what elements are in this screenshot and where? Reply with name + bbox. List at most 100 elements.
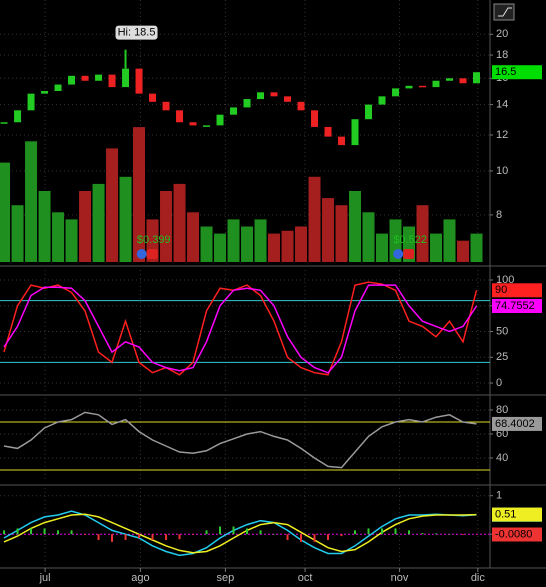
volume-bar <box>416 205 429 262</box>
candle <box>297 101 305 111</box>
histogram-bar <box>394 528 397 535</box>
y-tick-label: 1 <box>496 490 502 502</box>
candle <box>135 68 143 94</box>
candle <box>378 96 386 105</box>
value-tag-label: 74.7552 <box>495 300 535 312</box>
histogram-bar <box>57 530 60 535</box>
candle <box>446 78 454 81</box>
histogram-bar <box>16 528 19 535</box>
volume-bar <box>349 191 362 262</box>
value-tag-label: -0.0080 <box>495 528 532 540</box>
candle <box>162 101 170 111</box>
candle <box>459 78 467 84</box>
histogram-bar <box>340 534 343 537</box>
annotation-box <box>115 25 158 40</box>
histogram-bar <box>448 534 451 535</box>
volume-bar <box>0 162 11 262</box>
candle <box>324 126 332 137</box>
volume-bar <box>173 183 186 262</box>
volume-bar <box>322 198 335 262</box>
histogram-bar <box>43 528 46 535</box>
y-tick-label: 10 <box>496 165 508 177</box>
candle <box>176 110 184 123</box>
candle <box>0 122 8 124</box>
histogram-bar <box>286 534 289 540</box>
candle <box>95 74 103 81</box>
value-tag <box>492 65 542 80</box>
volume-bar <box>119 176 132 262</box>
volume-bar <box>457 240 470 262</box>
volume-bar <box>160 191 173 262</box>
value-tag-label: 0.51 <box>495 508 516 520</box>
volume-bar <box>227 219 240 262</box>
volume-bar <box>187 212 200 262</box>
histogram-bar <box>3 530 6 535</box>
volume-bar <box>79 191 92 262</box>
value-tag-label: 16.5 <box>495 66 516 78</box>
candle <box>149 93 157 102</box>
candle <box>108 74 116 88</box>
candle <box>230 107 238 115</box>
candle <box>189 122 197 126</box>
volume-bar <box>281 230 294 262</box>
candle <box>392 88 400 97</box>
value-tag <box>492 416 542 431</box>
volume-bar <box>376 233 389 262</box>
x-tick-label: oct <box>298 572 313 584</box>
series-line <box>3 284 478 374</box>
value-tag-label: 90 <box>495 284 507 296</box>
histogram-bar <box>408 530 411 535</box>
histogram-bar <box>111 534 114 542</box>
volume-bar <box>430 233 443 262</box>
histogram-bar <box>381 528 384 535</box>
histogram-bar <box>313 534 316 542</box>
candle <box>338 136 346 146</box>
histogram-bar <box>70 530 73 535</box>
volume-bar <box>133 127 146 262</box>
value-tag <box>492 283 542 298</box>
candle <box>432 80 440 88</box>
volume-bar <box>11 205 24 262</box>
volume-bar <box>308 176 321 262</box>
dividend-icon <box>393 249 404 259</box>
dividend-label: $0.522 <box>393 234 427 246</box>
histogram-bar <box>435 533 438 535</box>
volume-bar <box>268 233 281 262</box>
candle <box>419 85 427 88</box>
volume-bar <box>214 233 227 262</box>
x-tick-label: ago <box>131 572 149 584</box>
dividend-icon <box>136 249 147 259</box>
histogram-bar <box>192 534 195 535</box>
y-tick-label: 14 <box>496 99 508 111</box>
candle <box>54 84 62 91</box>
histogram-bar <box>165 534 168 540</box>
style-icon[interactable] <box>493 3 515 21</box>
volume-bar <box>52 212 65 262</box>
histogram-bar <box>124 534 127 540</box>
histogram-bar <box>367 528 370 535</box>
series-line <box>3 281 478 376</box>
volume-bar <box>38 191 51 262</box>
y-tick-label: 8 <box>496 209 502 221</box>
series-line <box>3 411 477 469</box>
volume-bar <box>362 212 375 262</box>
candle <box>270 92 278 97</box>
earnings-icon <box>146 249 158 259</box>
histogram-bar <box>259 530 262 535</box>
x-tick-label: nov <box>391 572 409 584</box>
histogram-bar <box>300 534 303 542</box>
series-line <box>3 513 477 554</box>
earnings-icon <box>403 249 415 259</box>
histogram-bar <box>246 528 249 535</box>
histogram-bar <box>30 528 33 535</box>
volume-bar <box>241 226 254 262</box>
candle <box>122 68 130 88</box>
candle <box>243 99 251 108</box>
candle <box>14 110 22 123</box>
y-tick-label: 40 <box>496 452 508 464</box>
candle <box>27 93 35 111</box>
y-tick-label: 80 <box>496 404 508 416</box>
